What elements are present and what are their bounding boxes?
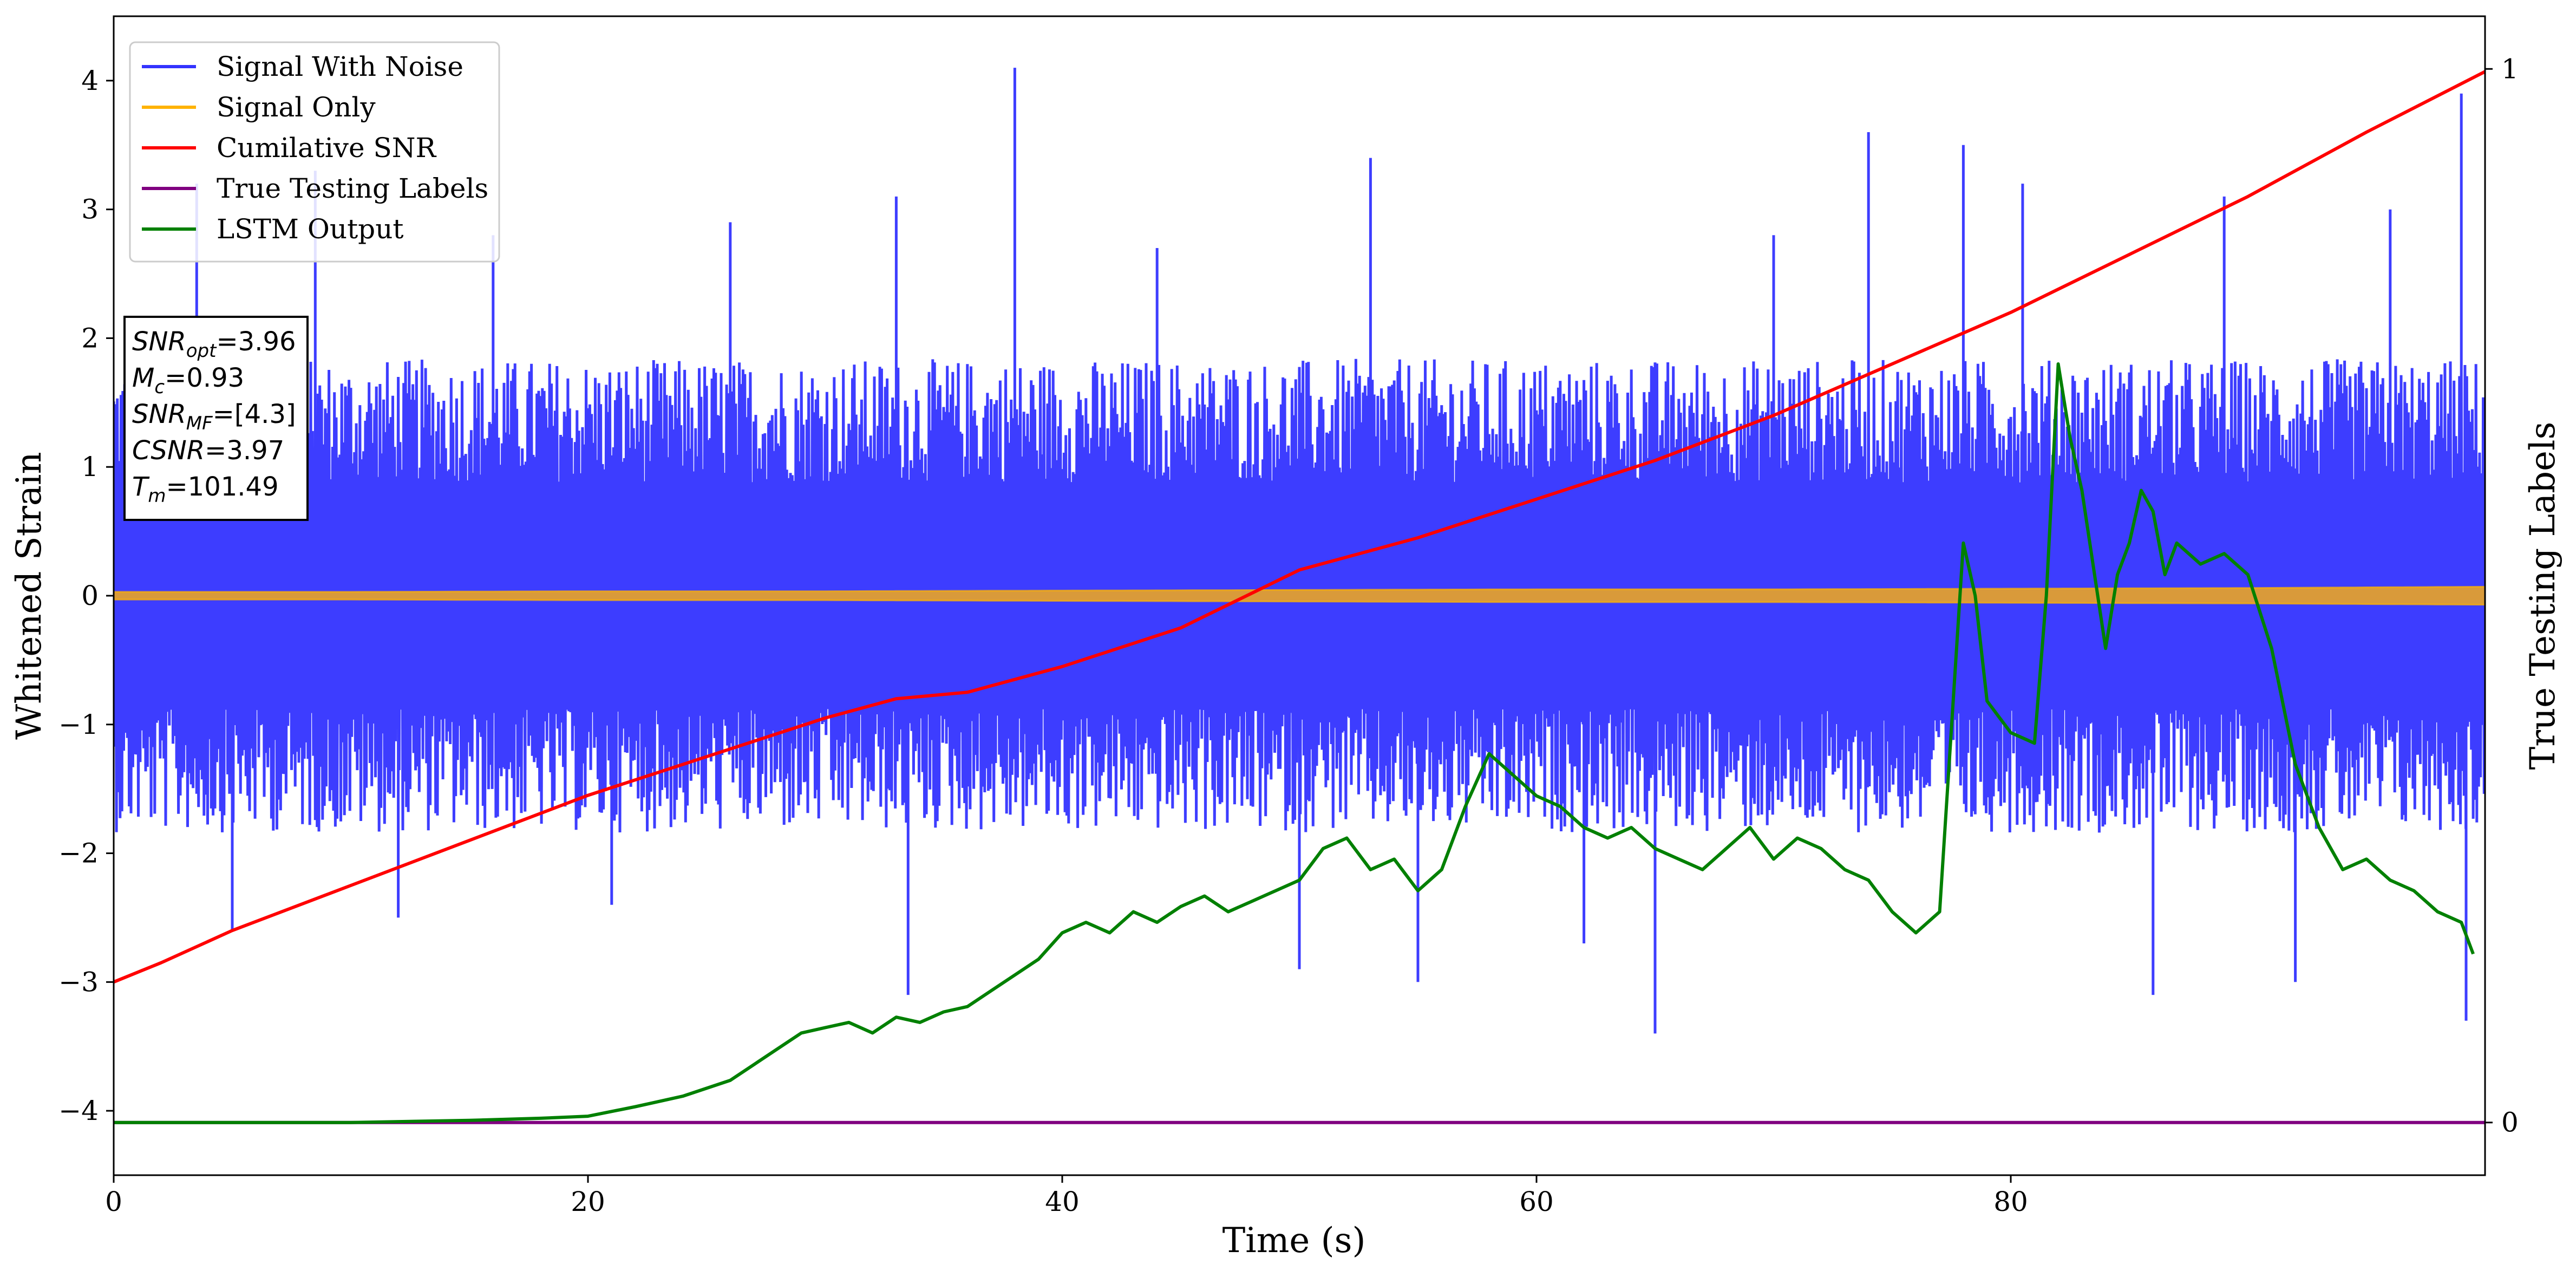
series-signal-with-noise	[114, 68, 2485, 1034]
x-tick-label: 80	[1993, 1186, 2028, 1217]
x-tick-label: 0	[105, 1186, 122, 1217]
x-tick-label: 60	[1519, 1186, 1554, 1217]
annotation-line: Mc=0.93	[132, 363, 244, 398]
y-tick-label: 3	[81, 194, 99, 225]
annotation-frame	[123, 316, 309, 521]
y-tick-label: 2	[81, 322, 99, 354]
y-axis-label: Whitened Strain	[9, 452, 49, 739]
annotation-line: CSNR=3.97	[132, 435, 284, 466]
y2-tick-label: 0	[2501, 1107, 2519, 1138]
x-tick-label: 40	[1045, 1186, 1080, 1217]
legend-label: Signal With Noise	[217, 51, 463, 82]
legend-frame	[129, 41, 500, 263]
x-axis-label: Time (s)	[1222, 1221, 1366, 1261]
y-tick-label: −4	[58, 1095, 99, 1126]
series-lstm-output	[114, 362, 2475, 1124]
legend-label: Cumilative SNR	[217, 132, 436, 164]
y2-tick-label: 1	[2501, 53, 2519, 84]
legend-label: True Testing Labels	[217, 173, 488, 204]
series-cumilative-snr	[114, 70, 2485, 984]
annotation-line: SNRopt=3.96	[132, 327, 296, 362]
legend-label: LSTM Output	[217, 213, 403, 245]
series-signal-only	[114, 585, 2485, 606]
y-tick-label: −3	[58, 966, 99, 998]
y-tick-label: −1	[58, 709, 99, 740]
y-tick-label: 0	[81, 580, 99, 611]
y-axis-ticks: −4 −3 −2 −1 0 1 2 3 4	[58, 65, 114, 1126]
series-layer	[114, 68, 2485, 1124]
y-tick-label: 4	[81, 65, 99, 96]
annotation-line: SNRMF=[4.3]	[132, 399, 296, 434]
y-tick-label: 1	[81, 451, 99, 483]
legend-label: Signal Only	[217, 92, 376, 123]
y2-axis-ticks: 01	[2485, 53, 2519, 1138]
x-axis-ticks: 0 20 40 60 80	[105, 1175, 2028, 1217]
y2-axis-label: True Testing Labels	[2523, 422, 2563, 770]
y-tick-label: −2	[58, 838, 99, 869]
annotation-line: Tm=101.49	[132, 472, 279, 507]
legend: Signal With Noise Signal Only Cumilative S…	[129, 41, 500, 263]
x-tick-label: 20	[571, 1186, 605, 1217]
